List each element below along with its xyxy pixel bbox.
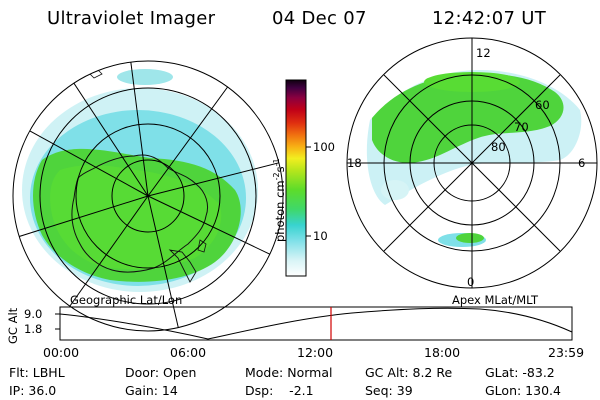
lat-label-80: 80 [491, 140, 506, 154]
status-gain: Gain: 14 [125, 383, 178, 398]
mlt-label-6: 6 [578, 156, 586, 170]
altitude-curve [59, 307, 573, 340]
status-dsp: Dsp: -2.1 [245, 383, 314, 398]
status-seq: Seq: 39 [365, 383, 413, 398]
timeline-xtick-0000: 00:00 [43, 345, 80, 360]
right-map-title: Apex MLat/MLT [452, 293, 539, 307]
magnetic-map [346, 37, 598, 289]
status-door: Door: Open [125, 365, 197, 380]
timeline-axis-label: GC Alt [6, 307, 20, 344]
timeline-ytick-high: 9.0 [24, 307, 43, 321]
timeline-xtick-0600: 06:00 [170, 345, 207, 360]
mlt-label-0: 0 [467, 275, 475, 289]
aurora-green-oval [372, 73, 564, 163]
colorbar-tick-10: 10 [313, 229, 328, 243]
mlt-label-12: 12 [476, 46, 491, 60]
aurora-top-patch [117, 69, 173, 85]
colorbar-unit-label: photon cm-2s-1 [272, 158, 287, 242]
status-gc-alt: GC Alt: 8.2 Re [365, 365, 453, 380]
timeline-ytick-low: 1.8 [24, 322, 43, 336]
status-mode: Mode: Normal [245, 365, 333, 380]
altitude-timeline [55, 306, 573, 341]
instrument-title: Ultraviolet Imager [47, 8, 216, 29]
colorbar-tick-100: 100 [313, 140, 335, 154]
time-label: 12:42:07 UT [432, 8, 547, 29]
timeline-xtick-1200: 12:00 [297, 345, 334, 360]
timeline-xtick-2359: 23:59 [548, 345, 585, 360]
continent-outline [71, 154, 209, 273]
status-ip: IP: 36.0 [9, 383, 57, 398]
status-glon: GLon: 130.4 [485, 383, 561, 398]
status-filter: Flt: LBHL [9, 365, 65, 380]
geographic-map [12, 60, 284, 332]
date-label: 04 Dec 07 [272, 8, 367, 29]
colorbar [285, 79, 311, 277]
lat-label-60: 60 [535, 98, 550, 112]
lat-label-70: 70 [514, 120, 529, 134]
mlt-label-18: 18 [347, 156, 362, 170]
timeline-xtick-1800: 18:00 [424, 345, 461, 360]
left-map-title: Geographic Lat/Lon [70, 293, 183, 307]
status-glat: GLat: -83.2 [485, 365, 555, 380]
